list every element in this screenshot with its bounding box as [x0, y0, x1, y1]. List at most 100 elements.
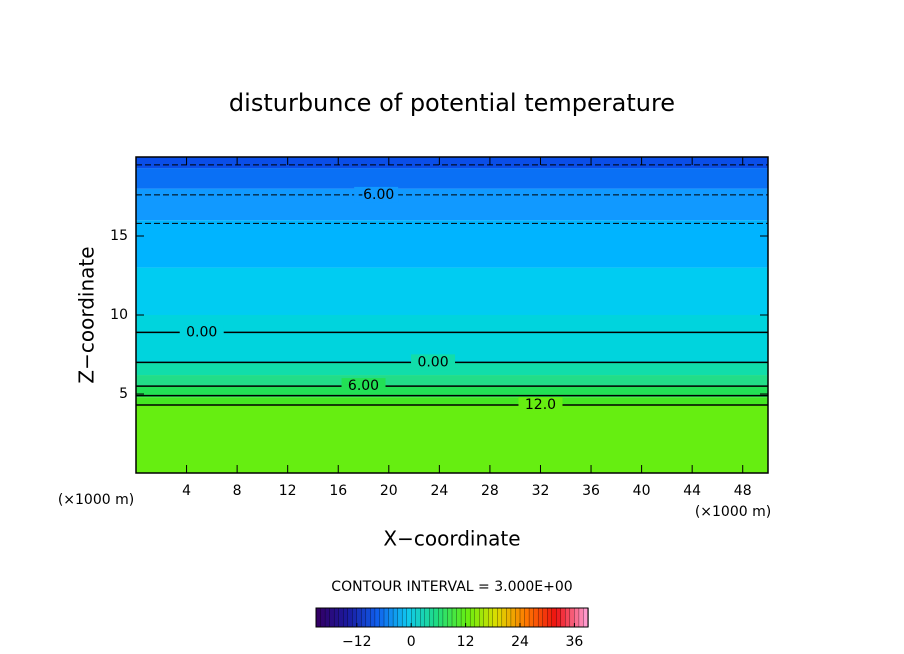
x-tick-label: 28	[481, 483, 499, 499]
colorbar-cell	[401, 607, 408, 628]
colorbar-cell	[315, 607, 322, 628]
x-tick-label: 40	[633, 483, 651, 499]
x-tick-label: 20	[380, 483, 398, 499]
colorbar-tick-label: 24	[511, 634, 529, 650]
colorbar-cell	[356, 607, 362, 628]
x-tick-label: 32	[532, 483, 550, 499]
colorbar-cell	[506, 607, 512, 628]
contour-label: -6.00	[358, 187, 394, 203]
colorbar-cell	[528, 607, 535, 628]
contour-label: 0.00	[417, 354, 448, 370]
field-layer	[136, 267, 768, 315]
contour-label: 0.00	[186, 324, 217, 340]
y-axis-label: Z−coordinate	[75, 246, 99, 383]
field-layer	[136, 220, 768, 268]
y-tick-label: 10	[110, 307, 128, 323]
colorbar-cell	[320, 607, 326, 628]
x-tick-label: 16	[329, 483, 347, 499]
chart-title: disturbunce of potential temperature	[229, 89, 675, 117]
field-layer	[136, 405, 768, 473]
colorbar-cell	[438, 607, 444, 628]
colorbar-cell	[501, 607, 508, 628]
colorbar-cell	[578, 607, 585, 628]
colorbar-cell	[547, 607, 553, 628]
colorbar-tick-label: 0	[407, 634, 416, 650]
contour-label: 12.0	[525, 397, 556, 413]
colorbar-cell	[574, 607, 580, 628]
colorbar-frame	[315, 607, 589, 628]
colorbar-cell	[347, 607, 353, 628]
contour-label-bg	[354, 186, 399, 203]
x-tick-label: 12	[279, 483, 297, 499]
colorbar-cell	[424, 607, 430, 628]
colorbar-cell	[483, 607, 489, 628]
field-layer	[136, 386, 768, 398]
colorbar-cell	[519, 607, 526, 628]
colorbar-cell	[447, 607, 453, 628]
field-layer	[136, 397, 768, 406]
colorbar-cell	[492, 607, 498, 628]
colorbar-cell	[537, 607, 544, 628]
contour-label-bg	[518, 397, 563, 414]
colorbar-cell	[456, 607, 462, 628]
colorbar-cell	[560, 607, 566, 628]
colorbar-tick-label: 12	[457, 634, 475, 650]
colorbar-cell	[565, 607, 571, 628]
colorbar-cell	[542, 607, 548, 628]
colorbar-cell	[338, 607, 344, 628]
colorbar-cell	[488, 607, 494, 628]
contour-label-bg	[341, 378, 386, 395]
colorbar-cell	[333, 607, 340, 628]
x-tick-label: 8	[233, 483, 242, 499]
field-layer	[136, 157, 768, 169]
x-tick-label: 24	[430, 483, 448, 499]
colorbar-cell	[442, 607, 449, 628]
colorbar-cell	[451, 607, 458, 628]
colorbar-cell	[392, 607, 399, 628]
x-tick-label: 44	[683, 483, 701, 499]
colorbar-cell	[388, 607, 394, 628]
colorbar-cell	[420, 607, 426, 628]
colorbar-cell	[433, 607, 440, 628]
colorbar-cell	[415, 607, 421, 628]
colorbar-tick-label: 36	[565, 634, 583, 650]
colorbar-cell	[379, 607, 385, 628]
colorbar-cell	[524, 607, 530, 628]
colorbar-cell	[329, 607, 335, 628]
y-unit: (×1000 m)	[58, 492, 134, 508]
contour-interval: CONTOUR INTERVAL = 3.000E+00	[331, 579, 572, 595]
x-unit: (×1000 m)	[695, 504, 771, 520]
colorbar-cell	[383, 607, 390, 628]
x-tick-label: 48	[734, 483, 752, 499]
colorbar-cell	[533, 607, 539, 628]
colorbar-cell	[365, 607, 372, 628]
colorbar-cell	[343, 607, 349, 628]
field-layer	[136, 168, 768, 189]
y-tick-label: 15	[110, 228, 128, 244]
colorbar-cell	[510, 607, 517, 628]
x-axis-label: X−coordinate	[383, 527, 520, 551]
colorbar-cell	[474, 607, 480, 628]
colorbar-cell	[370, 607, 376, 628]
contour-label-bg	[179, 324, 224, 341]
colorbar-cell	[324, 607, 331, 628]
colorbar-cell	[556, 607, 562, 628]
contour-label-bg	[411, 354, 456, 371]
x-tick-label: 36	[582, 483, 600, 499]
colorbar-cell	[551, 607, 557, 628]
colorbar-cell	[411, 607, 417, 628]
y-tick-label: 5	[119, 386, 128, 402]
colorbar-cell	[429, 607, 435, 628]
colorbar-cell	[479, 607, 485, 628]
colorbar-cell	[374, 607, 381, 628]
colorbar-cell	[397, 607, 403, 628]
field-layer	[136, 188, 768, 221]
colorbar-cell	[497, 607, 503, 628]
field-layer	[136, 375, 768, 387]
colorbar-cell	[361, 607, 367, 628]
contour-label: 6.00	[348, 378, 379, 394]
colorbar-cell	[465, 607, 471, 628]
colorbar-cell	[469, 607, 476, 628]
x-tick-label: 4	[182, 483, 191, 499]
